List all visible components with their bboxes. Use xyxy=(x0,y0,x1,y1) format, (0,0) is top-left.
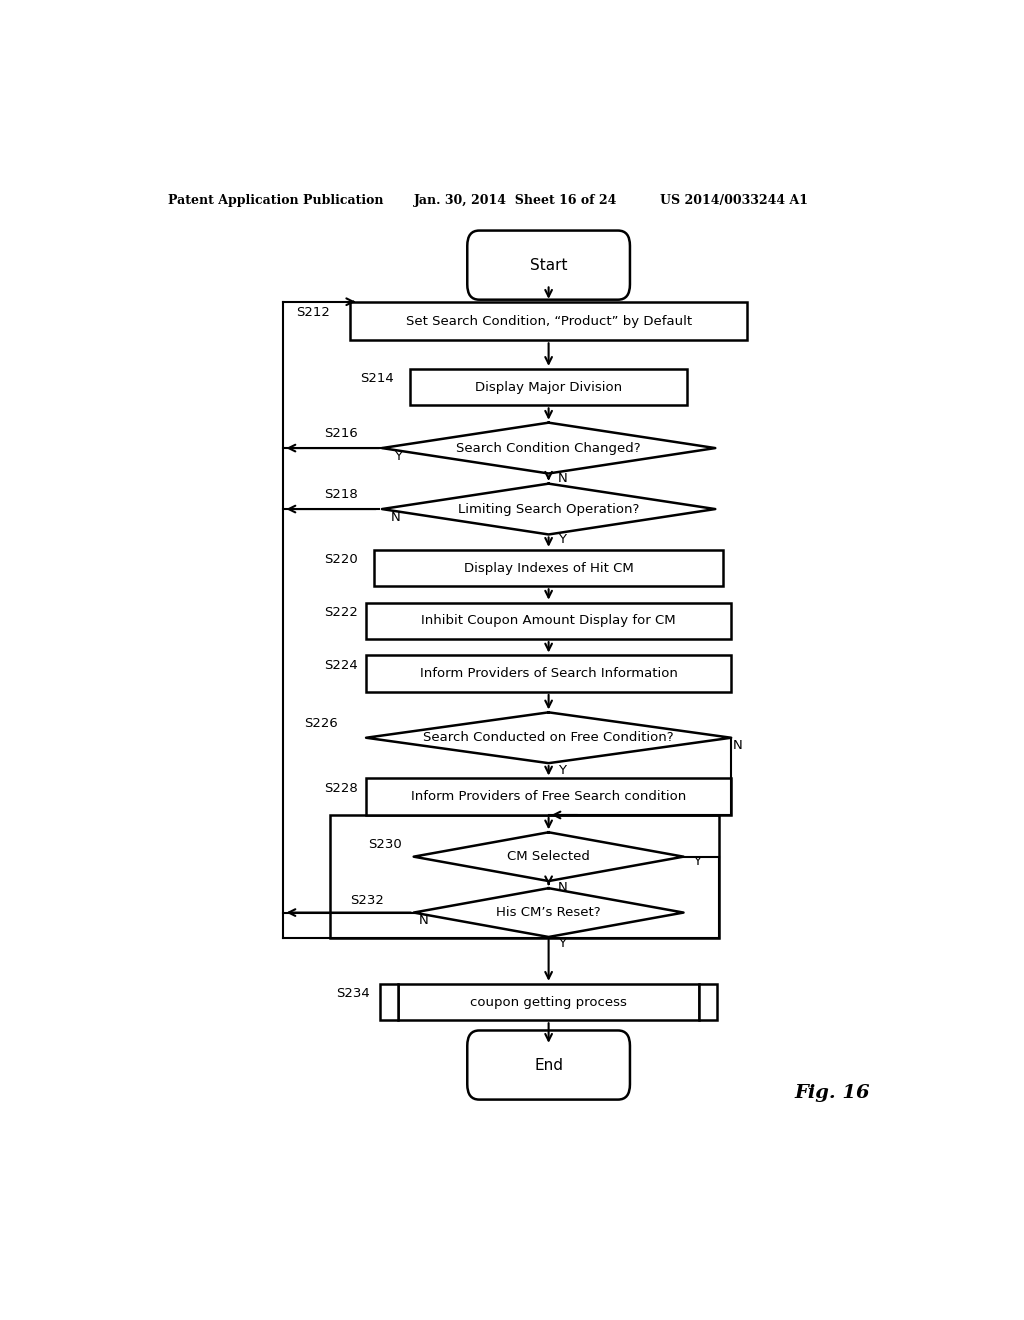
Text: Start: Start xyxy=(529,257,567,273)
Text: Inhibit Coupon Amount Display for CM: Inhibit Coupon Amount Display for CM xyxy=(421,614,676,627)
Text: S220: S220 xyxy=(325,553,358,566)
Bar xyxy=(699,983,717,1020)
Text: N: N xyxy=(733,739,742,752)
Polygon shape xyxy=(367,713,731,763)
Text: coupon getting process: coupon getting process xyxy=(470,995,627,1008)
Text: S226: S226 xyxy=(304,717,338,730)
Bar xyxy=(331,814,719,939)
Text: N: N xyxy=(558,473,568,484)
Text: Jan. 30, 2014  Sheet 16 of 24: Jan. 30, 2014 Sheet 16 of 24 xyxy=(414,194,617,207)
FancyBboxPatch shape xyxy=(467,231,630,300)
Text: Display Indexes of Hit CM: Display Indexes of Hit CM xyxy=(464,561,634,574)
Text: S214: S214 xyxy=(360,372,394,385)
Text: Limiting Search Operation?: Limiting Search Operation? xyxy=(458,503,639,516)
Polygon shape xyxy=(414,888,684,937)
Bar xyxy=(397,983,699,1020)
Text: N: N xyxy=(419,915,428,927)
Text: Search Condition Changed?: Search Condition Changed? xyxy=(457,442,641,454)
Text: Y: Y xyxy=(394,450,401,463)
Text: S222: S222 xyxy=(325,606,358,619)
Polygon shape xyxy=(382,422,715,474)
Bar xyxy=(367,602,731,639)
Bar xyxy=(367,779,731,814)
Polygon shape xyxy=(382,483,715,535)
Text: S228: S228 xyxy=(325,781,358,795)
Text: End: End xyxy=(535,1057,563,1073)
Text: His CM’s Reset?: His CM’s Reset? xyxy=(497,906,601,919)
Bar xyxy=(367,656,731,692)
Text: Patent Application Publication: Patent Application Publication xyxy=(168,194,383,207)
Text: Y: Y xyxy=(693,855,701,869)
Text: Y: Y xyxy=(558,533,566,546)
Bar xyxy=(410,368,687,405)
Text: S232: S232 xyxy=(349,894,384,907)
Text: Search Conducted on Free Condition?: Search Conducted on Free Condition? xyxy=(423,731,674,744)
Text: N: N xyxy=(558,880,568,894)
Text: S224: S224 xyxy=(325,659,358,672)
Text: S234: S234 xyxy=(336,987,370,1001)
Text: Display Major Division: Display Major Division xyxy=(475,380,623,393)
Text: US 2014/0033244 A1: US 2014/0033244 A1 xyxy=(659,194,808,207)
Text: S212: S212 xyxy=(297,306,331,319)
Text: S218: S218 xyxy=(325,488,358,502)
Text: N: N xyxy=(391,511,400,524)
Text: CM Selected: CM Selected xyxy=(507,850,590,863)
Text: S216: S216 xyxy=(325,428,358,441)
Text: Inform Providers of Free Search condition: Inform Providers of Free Search conditio… xyxy=(411,791,686,803)
Text: Set Search Condition, “Product” by Default: Set Search Condition, “Product” by Defau… xyxy=(406,314,691,327)
FancyBboxPatch shape xyxy=(467,1031,630,1100)
Text: Y: Y xyxy=(558,937,566,949)
Text: Fig. 16: Fig. 16 xyxy=(795,1084,870,1102)
Bar xyxy=(350,302,748,341)
Text: Y: Y xyxy=(558,764,566,776)
Polygon shape xyxy=(414,833,684,880)
Bar xyxy=(374,549,723,586)
Text: S230: S230 xyxy=(368,838,401,851)
Text: Inform Providers of Search Information: Inform Providers of Search Information xyxy=(420,667,678,680)
Bar xyxy=(380,983,397,1020)
